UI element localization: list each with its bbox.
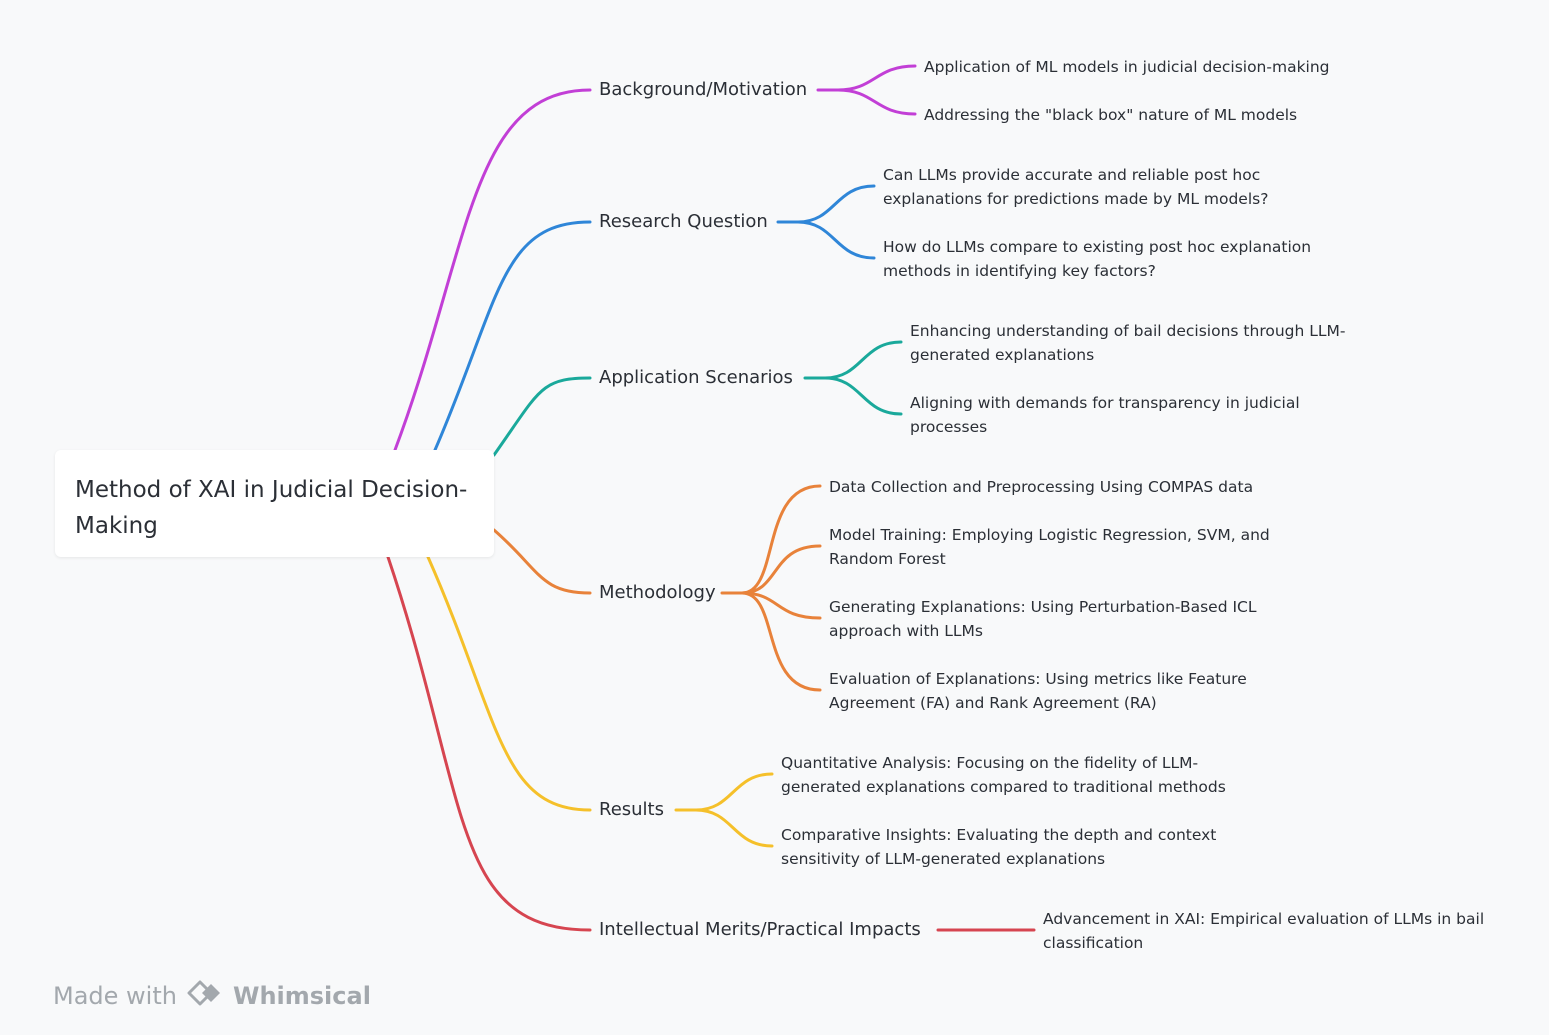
- branch-application-scenarios[interactable]: Application Scenarios: [599, 366, 793, 390]
- edge-root-background: [393, 88, 592, 452]
- edge-research-leaf-2: [796, 220, 876, 260]
- leaf-results-2[interactable]: Comparative Insights: Evaluating the dep…: [781, 826, 1217, 868]
- edge-research-leaf-1: [776, 184, 876, 224]
- root-node[interactable]: Method of XAI in Judicial Decision- Maki…: [55, 450, 494, 557]
- leaf-research-1[interactable]: Can LLMs provide accurate and reliable p…: [883, 166, 1269, 208]
- leaf-methodology-1[interactable]: Data Collection and Preprocessing Using …: [829, 478, 1254, 496]
- leaf-merits-1[interactable]: Advancement in XAI: Empirical evaluation…: [1043, 910, 1485, 952]
- leaf-research-2[interactable]: How do LLMs compare to existing post hoc…: [883, 238, 1312, 280]
- made-with-whimsical-badge[interactable]: Made with Whimsical: [53, 980, 371, 1012]
- branch-label: Intellectual Merits/Practical Impacts: [599, 919, 921, 940]
- edge-application-leaf-2: [823, 376, 903, 416]
- branch-background-motivation[interactable]: Background/Motivation: [599, 78, 807, 102]
- leaf-background-1[interactable]: Application of ML models in judicial dec…: [924, 58, 1330, 76]
- leaf-methodology-2[interactable]: Model Training: Employing Logistic Regre…: [829, 526, 1270, 568]
- edge-methodology-leaf-4: [740, 591, 822, 692]
- edge-results-leaf-2: [694, 808, 774, 848]
- leaf-methodology-3[interactable]: Generating Explanations: Using Perturbat…: [829, 598, 1257, 640]
- edge-methodology-leaf-2: [740, 544, 822, 595]
- branch-label: Methodology: [599, 582, 716, 603]
- leaf-background-2[interactable]: Addressing the "black box" nature of ML …: [924, 106, 1298, 124]
- branch-results[interactable]: Results: [599, 798, 664, 822]
- leaf-application-1[interactable]: Enhancing understanding of bail decision…: [910, 322, 1346, 364]
- leaf-application-2[interactable]: Aligning with demands for transparency i…: [910, 394, 1300, 436]
- edge-background-leaf-1: [816, 64, 917, 92]
- branch-intellectual-merits[interactable]: Intellectual Merits/Practical Impacts: [599, 918, 921, 942]
- footer-prefix: Made with: [53, 982, 177, 1010]
- root-node-label: Method of XAI in Judicial Decision- Maki…: [75, 477, 468, 539]
- edge-root-results: [426, 555, 592, 812]
- edge-root-application: [492, 376, 592, 457]
- leaf-methodology-4[interactable]: Evaluation of Explanations: Using metric…: [829, 670, 1247, 712]
- edge-background-leaf-2: [836, 88, 917, 116]
- edge-results-leaf-1: [674, 772, 774, 812]
- branch-label: Research Question: [599, 211, 768, 232]
- footer-brand: Whimsical: [232, 982, 371, 1010]
- leaf-results-1[interactable]: Quantitative Analysis: Focusing on the f…: [781, 754, 1226, 796]
- edge-root-merits: [386, 555, 592, 932]
- edge-methodology-leaf-3: [740, 591, 822, 620]
- branch-label: Background/Motivation: [599, 79, 808, 100]
- branch-methodology[interactable]: Methodology: [599, 581, 716, 605]
- edge-root-methodology: [492, 528, 592, 595]
- whimsical-logo-icon: [187, 980, 227, 1012]
- branch-research-question[interactable]: Research Question: [599, 210, 768, 234]
- edge-root-research: [433, 220, 592, 452]
- edge-application-leaf-1: [803, 340, 903, 380]
- branch-label: Application Scenarios: [599, 367, 793, 388]
- branch-label: Results: [599, 799, 664, 820]
